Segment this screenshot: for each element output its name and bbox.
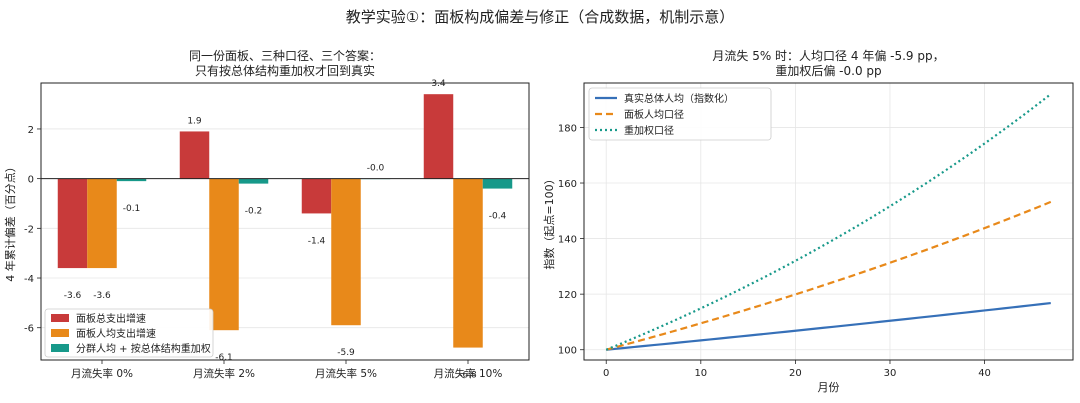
bar [238,178,269,184]
x-tick-label: 月流失率 10% [434,367,503,380]
bar [423,94,454,179]
y-tick-label: 120 [558,290,577,301]
bar [57,178,88,269]
y-tick-label: 100 [558,346,577,357]
legend-box [588,87,772,141]
chart-title-line-1: 同一份面板、三种口径、三个答案： [189,48,381,63]
y-tick-label: -6 [24,324,34,335]
x-axis-label: 月份 [818,381,840,394]
data-label: -0.0 [367,164,385,174]
y-tick-label: 140 [558,235,577,246]
bar [482,178,513,189]
x-tick-label: 40 [978,368,991,379]
y-tick-label: 2 [28,125,34,136]
y-tick-label: 0 [28,175,34,186]
y-tick-label: 160 [558,179,577,190]
data-label: -0.2 [245,207,263,217]
legend-label: 面板人均支出增速 [76,327,156,340]
legend-label: 重加权口径 [624,124,674,137]
data-label: -0.1 [123,204,141,214]
bar [209,178,239,331]
data-label: 1.9 [187,116,202,126]
x-tick-label: 30 [884,368,897,379]
chart-title-line-2: 重加权后偏 -0.0 pp [775,63,881,78]
data-label: 3.4 [431,79,446,89]
y-tick-label: -4 [24,274,34,285]
legend-label: 真实总体人均（指数化） [624,92,734,105]
x-tick-label: 0 [603,368,609,379]
chart-title-line-2: 只有按总体结构重加权才回到真实 [195,63,375,78]
legend-swatch [51,329,69,337]
x-tick-label: 月流失率 5% [315,367,377,380]
series-line [605,93,1052,351]
bar [453,178,483,348]
legend-box [44,308,214,358]
legend-swatch [51,314,69,322]
bar [87,178,117,269]
legend-label: 面板总支出增速 [76,312,146,325]
figure-title: 教学实验①：面板构成偏差与修正（合成数据，机制示意） [346,8,734,26]
y-tick-label: -2 [24,224,34,235]
series-line [606,301,1051,351]
y-axis-label: 指数（起点=100） [542,173,556,269]
data-label: -3.6 [64,291,82,301]
legend-label: 面板人均口径 [624,108,684,121]
legend-swatch [51,344,69,352]
data-label: -6.1 [215,353,233,363]
data-label: -3.6 [93,291,111,301]
y-axis-label: 4 年累计偏差（百分点） [3,161,17,282]
bar [179,131,210,179]
series-line [605,200,1052,351]
plot-frame [583,82,1074,361]
data-label: -6.8 [459,371,477,381]
bar [331,178,361,326]
plot-frame [40,82,530,361]
x-tick-label: 月流失率 0% [71,367,133,380]
legend-label: 分群人均 + 按总体结构重加权 [76,342,211,355]
bar [301,178,332,214]
data-label: -5.9 [337,348,355,358]
line-chart: 月流失 5% 时：人均口径 4 年偏 -5.9 pp，重加权后偏 -0.0 pp… [542,48,1074,394]
bar-chart: 同一份面板、三种口径、三个答案：只有按总体结构重加权才回到真实 -6 -4 -2 0 2 月… [3,48,530,381]
x-tick-label: 10 [694,368,707,379]
x-tick-label: 月流失率 2% [193,367,255,380]
x-tick-label: 20 [789,368,802,379]
data-label: -1.4 [308,236,326,246]
bar [116,178,147,182]
data-label: -0.4 [489,212,507,222]
y-tick-label: 180 [558,123,577,134]
chart-title-line-1: 月流失 5% 时：人均口径 4 年偏 -5.9 pp， [712,48,944,63]
